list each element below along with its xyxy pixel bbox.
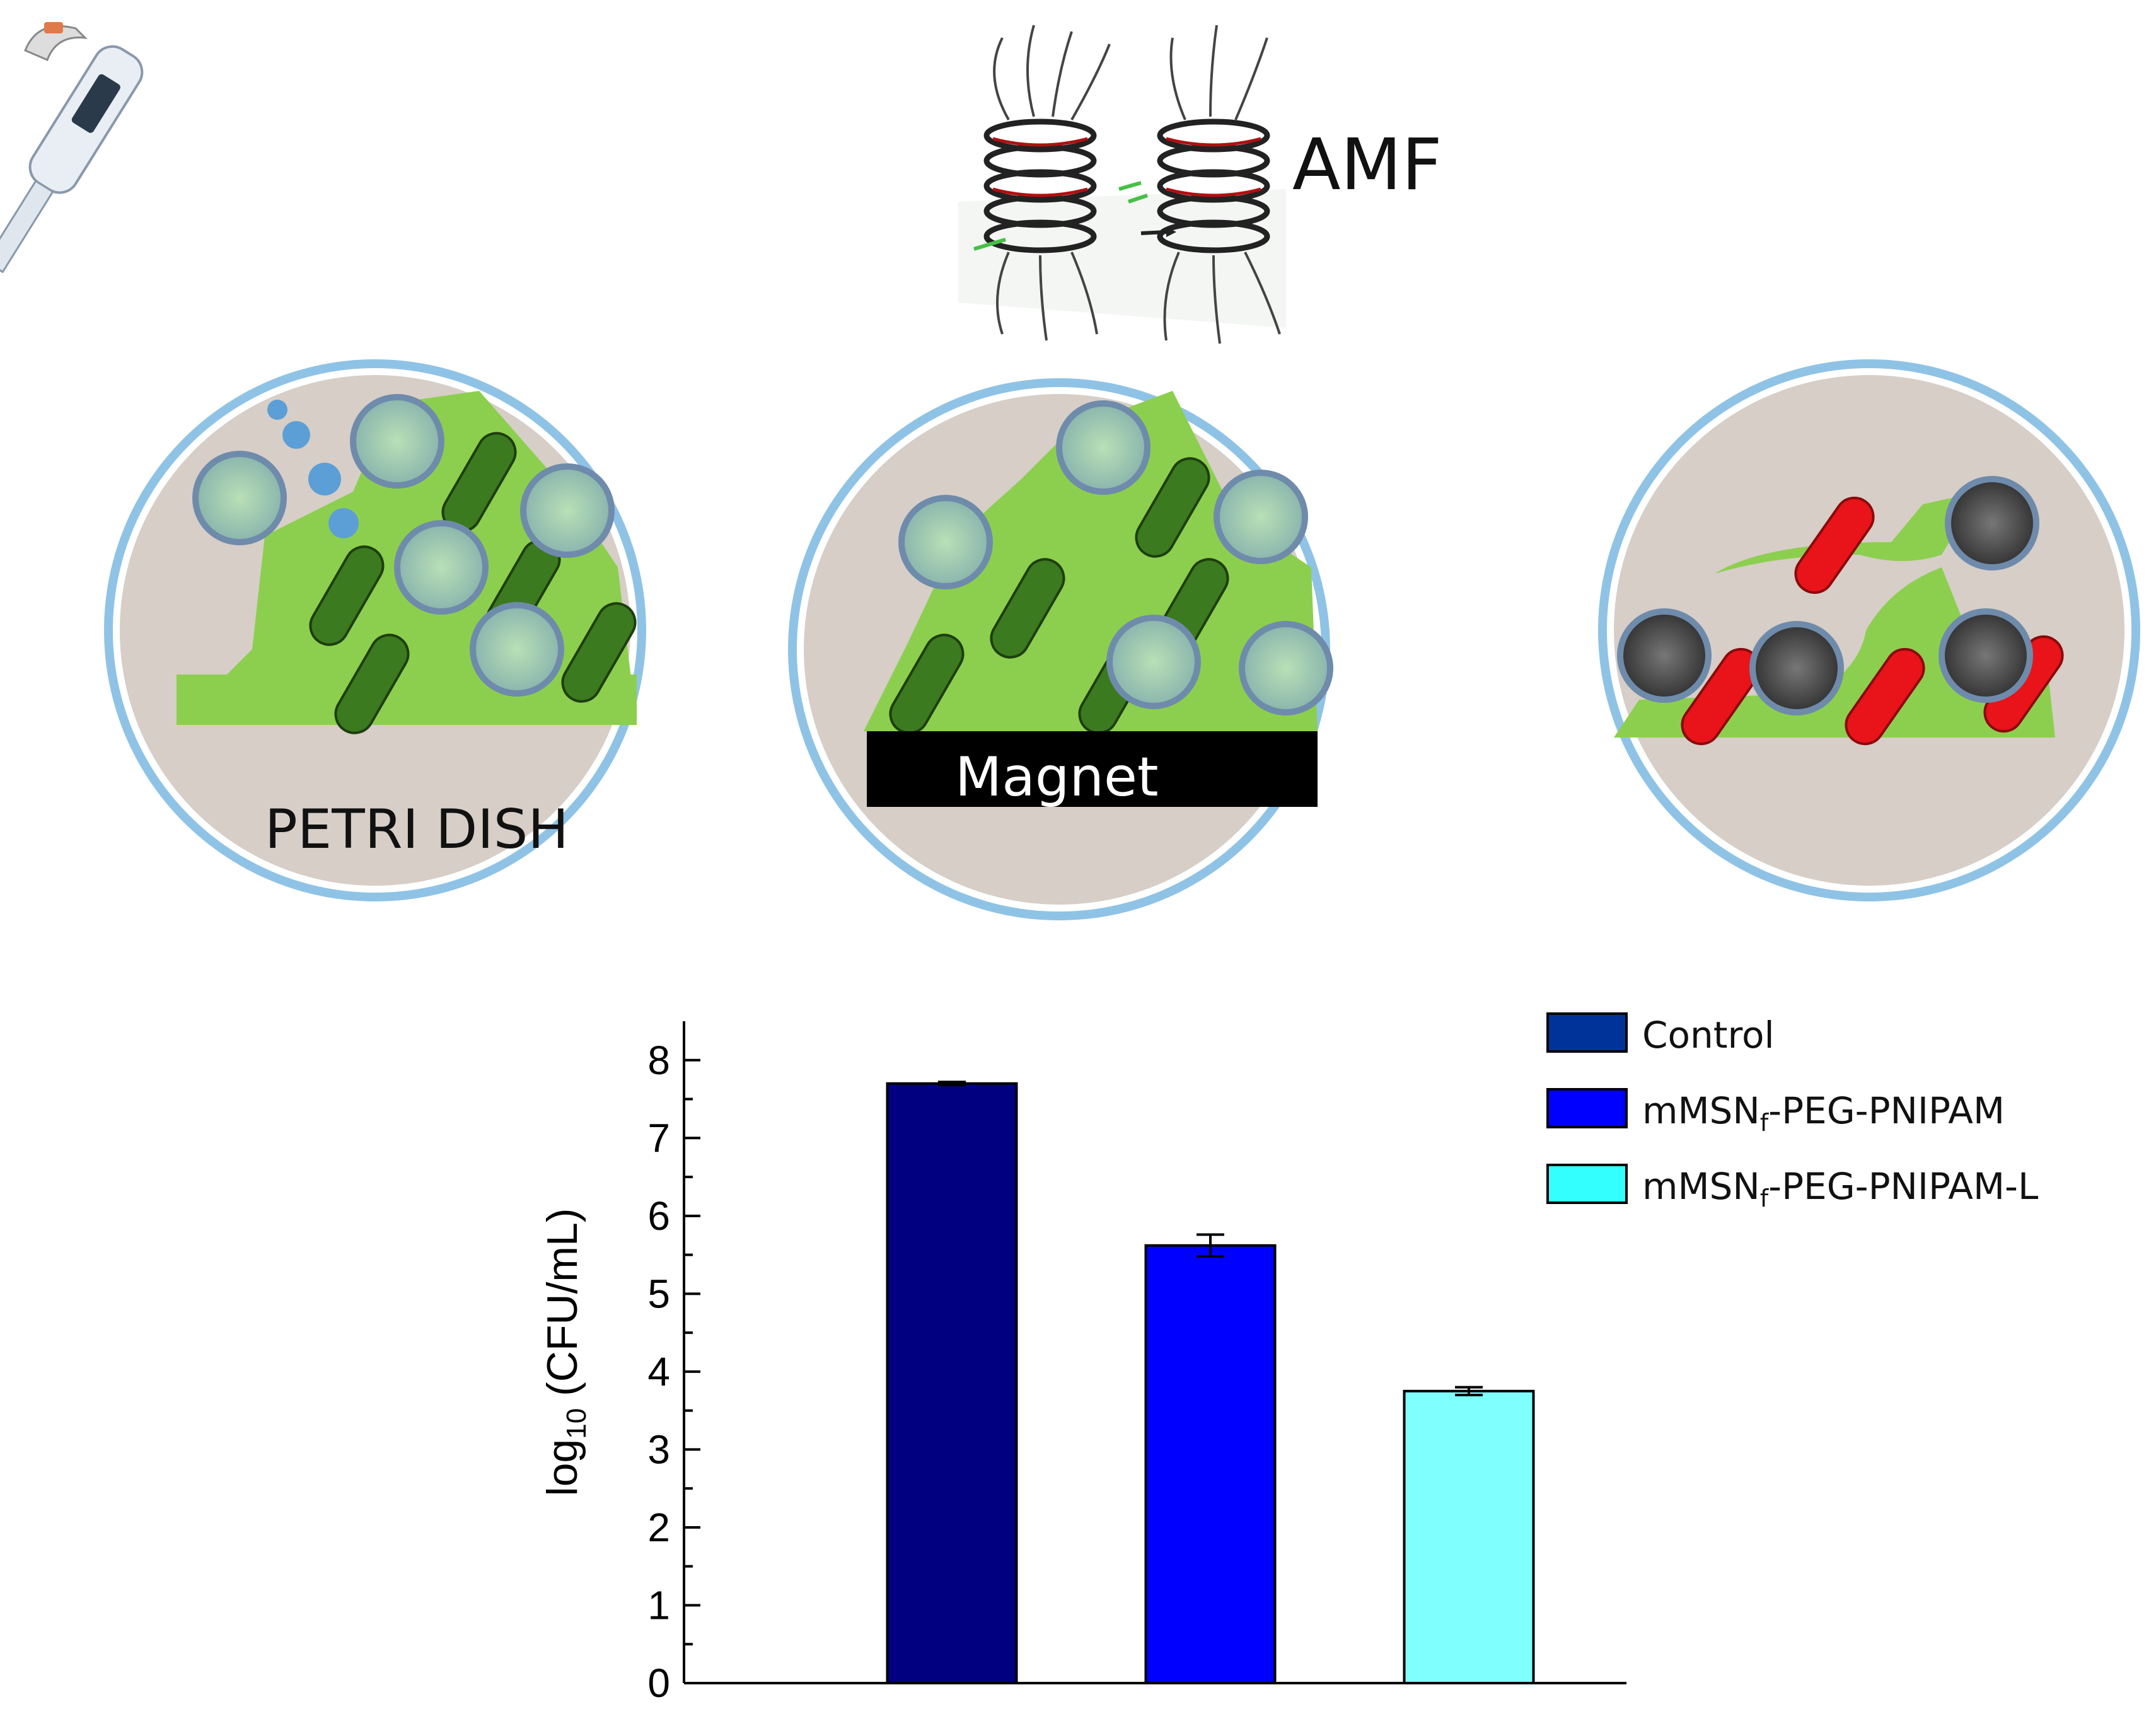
petri-dish-2	[788, 378, 1333, 920]
bar-2	[1403, 1389, 1535, 1684]
error-bars	[938, 1080, 1483, 1396]
magnet-block	[867, 731, 1318, 807]
drops-icon	[267, 400, 359, 538]
field-lines	[993, 25, 1281, 344]
dead-bacteria	[1681, 496, 2064, 746]
nanoparticle-group	[898, 400, 1333, 715]
y-tick-label: 2	[647, 1505, 670, 1550]
y-axis-label-sub: 10	[561, 1408, 592, 1439]
biofilm	[1715, 492, 1979, 574]
svg-text:Control: Control	[1642, 1014, 1775, 1057]
petri-dish-1	[104, 359, 646, 901]
bar-1	[1144, 1244, 1277, 1684]
legend-item-peg-pnipam: mMSNf-PEG-PNIPAM	[1546, 1088, 2005, 1137]
y-tick-label: 8	[647, 1038, 670, 1083]
legend-swatch-peg-pnipam	[1546, 1088, 1628, 1128]
y-tick-label: 6	[647, 1193, 670, 1239]
legend-label-control: Control	[1642, 1014, 1775, 1057]
y-tick-label: 1	[647, 1582, 670, 1628]
svg-text:mMSNf-PEG-PNIPAM-L: mMSNf-PEG-PNIPAM-L	[1642, 1165, 2038, 1212]
y-tick-label: 7	[647, 1115, 670, 1161]
y-tick-label: 0	[647, 1660, 670, 1706]
legend-swatch-peg-pnipam-l	[1546, 1164, 1628, 1204]
magnet-label: Magnet	[955, 746, 1159, 809]
nanoparticle-group	[1617, 476, 2039, 715]
y-tick-label: 5	[647, 1271, 670, 1316]
y-tick-label: 4	[647, 1349, 670, 1394]
nanoparticle-group	[192, 394, 615, 697]
y-tick-label: 3	[647, 1427, 670, 1472]
amf-coils	[958, 25, 1286, 344]
y-axis-label-rest: (CFU/mL)	[538, 1208, 586, 1408]
legend-label-peg-pnipam-main: mMSN	[1642, 1089, 1760, 1132]
legend-label-peg-pnipam-l-main: mMSN	[1642, 1165, 1760, 1208]
y-tick-labels: 0 1 2 3 4 5 6 7 8	[647, 1038, 670, 1706]
legend-swatch-control	[1546, 1012, 1628, 1053]
legend-item-peg-pnipam-l: mMSNf-PEG-PNIPAM-L	[1546, 1164, 2038, 1212]
legend-label-peg-pnipam-l-sub: f	[1760, 1184, 1770, 1212]
pipette-icon	[0, 22, 144, 320]
y-axis-label-main: log	[538, 1439, 586, 1497]
coil-left-icon	[983, 119, 1097, 253]
legend-label-peg-pnipam-l-rest: -PEG-PNIPAM-L	[1768, 1165, 2038, 1208]
petri-dish-3	[1598, 359, 2140, 901]
coil-right-icon	[1157, 119, 1270, 253]
y-ticks	[684, 1058, 700, 1684]
bar-chart: 0 1 2 3 4 5 6 7 8 log10 (CFU/mL)	[538, 1021, 1626, 1706]
bar-0	[886, 1082, 1018, 1684]
bacteria-cluster	[309, 432, 637, 734]
amf-label: AMF	[1292, 124, 1442, 206]
svg-text:mMSNf-PEG-PNIPAM: mMSNf-PEG-PNIPAM	[1642, 1089, 2005, 1137]
legend-item-control: Control	[1546, 1012, 1775, 1057]
chart-legend: Control mMSNf-PEG-PNIPAM mMSNf-PEG-PNIPA…	[1546, 1012, 2038, 1212]
bars	[886, 1082, 1535, 1684]
biofilm	[1614, 567, 2055, 738]
legend-label-peg-pnipam-sub: f	[1760, 1109, 1770, 1137]
legend-label-peg-pnipam-rest: -PEG-PNIPAM	[1768, 1089, 2005, 1132]
y-axis-label: log10 (CFU/mL)	[538, 1208, 592, 1497]
dish1-label: PETRI DISH	[265, 798, 569, 861]
